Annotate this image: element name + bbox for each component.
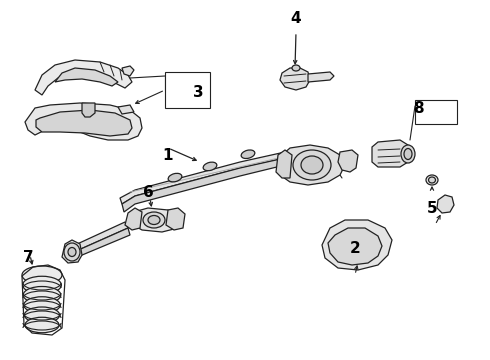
Polygon shape xyxy=(372,140,408,167)
Polygon shape xyxy=(25,103,142,140)
Ellipse shape xyxy=(68,248,76,257)
Ellipse shape xyxy=(426,175,438,185)
Polygon shape xyxy=(328,228,382,265)
Ellipse shape xyxy=(24,297,60,313)
Ellipse shape xyxy=(168,173,182,182)
Ellipse shape xyxy=(25,317,59,333)
Polygon shape xyxy=(276,150,292,178)
Polygon shape xyxy=(68,228,130,258)
Polygon shape xyxy=(120,148,310,204)
Polygon shape xyxy=(308,72,334,82)
Ellipse shape xyxy=(23,287,61,303)
Polygon shape xyxy=(125,208,142,230)
Polygon shape xyxy=(68,222,128,252)
Polygon shape xyxy=(35,60,132,95)
Text: 1: 1 xyxy=(163,148,173,162)
Polygon shape xyxy=(322,220,392,270)
Ellipse shape xyxy=(148,216,160,225)
Text: 7: 7 xyxy=(23,251,33,266)
Ellipse shape xyxy=(23,276,61,294)
Ellipse shape xyxy=(24,307,60,323)
Ellipse shape xyxy=(401,145,415,163)
Text: 8: 8 xyxy=(413,100,423,116)
Ellipse shape xyxy=(301,156,323,174)
Ellipse shape xyxy=(404,149,412,159)
Polygon shape xyxy=(338,150,358,172)
Polygon shape xyxy=(166,208,185,230)
Polygon shape xyxy=(55,68,118,86)
Ellipse shape xyxy=(22,266,62,284)
Polygon shape xyxy=(280,68,310,90)
Ellipse shape xyxy=(293,150,331,180)
Text: 3: 3 xyxy=(193,85,203,99)
Polygon shape xyxy=(122,152,312,212)
Polygon shape xyxy=(36,110,132,136)
Polygon shape xyxy=(122,66,134,76)
Text: 2: 2 xyxy=(350,240,360,256)
Text: 4: 4 xyxy=(291,10,301,26)
Ellipse shape xyxy=(64,243,80,261)
Text: 5: 5 xyxy=(427,201,437,216)
Ellipse shape xyxy=(143,212,165,228)
Polygon shape xyxy=(278,145,345,185)
Bar xyxy=(165,72,210,108)
Ellipse shape xyxy=(203,162,217,171)
Bar xyxy=(415,100,457,124)
Text: 6: 6 xyxy=(143,185,153,199)
Ellipse shape xyxy=(428,177,436,183)
Polygon shape xyxy=(437,195,454,213)
Polygon shape xyxy=(62,240,82,263)
Ellipse shape xyxy=(241,150,255,158)
Polygon shape xyxy=(128,208,180,232)
Polygon shape xyxy=(118,105,134,114)
Polygon shape xyxy=(82,103,95,117)
Ellipse shape xyxy=(292,65,300,71)
